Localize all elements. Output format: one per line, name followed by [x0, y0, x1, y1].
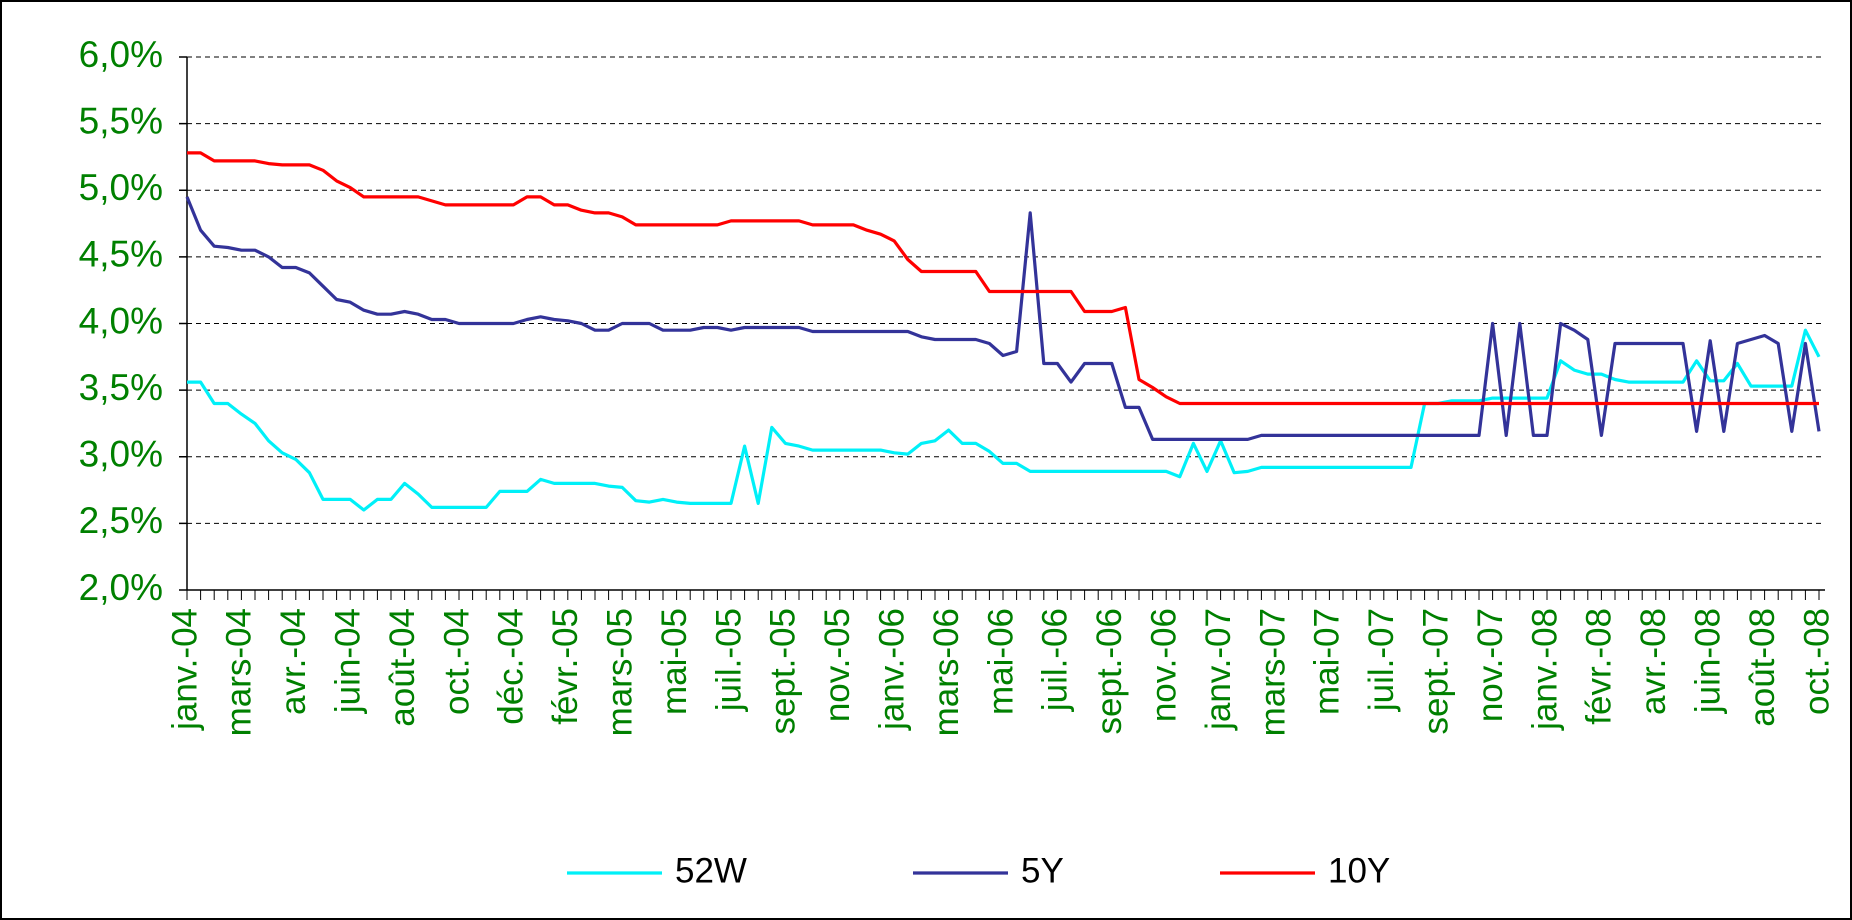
x-tick-label: juin-08: [1688, 608, 1727, 714]
x-tick-label: nov.-05: [818, 608, 857, 722]
x-tick-label: janv.-07: [1199, 608, 1238, 731]
x-tick-label: avr.-08: [1634, 608, 1673, 715]
series-line: [185, 196, 1821, 441]
x-tick-label: janv.-08: [1525, 608, 1564, 731]
x-tick-label: oct.-04: [437, 608, 476, 715]
y-tick-label: 5,0%: [79, 167, 163, 208]
x-tick-label: mars-05: [600, 608, 639, 736]
x-tick-label: mars-04: [220, 608, 259, 736]
x-tick-label: janv.-06: [872, 608, 911, 731]
x-tick-label: juin-04: [328, 608, 367, 714]
x-tick-label: oct.-08: [1797, 608, 1836, 715]
x-tick-label: nov.-06: [1144, 608, 1183, 722]
x-tick-label: mai-06: [981, 608, 1020, 715]
y-tick-label: 5,5%: [79, 100, 163, 141]
x-tick-label: sept.-05: [764, 608, 803, 734]
x-tick-label: nov.-07: [1471, 608, 1510, 722]
x-tick-label: août-04: [383, 608, 422, 727]
x-tick-label: déc.-04: [492, 608, 531, 725]
legend-label: 10Y: [1328, 851, 1390, 890]
y-tick-label: 6,0%: [79, 34, 163, 75]
x-tick-label: juil.-07: [1362, 608, 1401, 712]
x-tick-label: janv.-04: [165, 608, 204, 731]
series-line: [187, 151, 1819, 406]
x-tick-label: sept.-06: [1090, 608, 1129, 734]
x-tick-label: févr.-08: [1580, 608, 1619, 725]
y-tick-label: 3,5%: [79, 367, 163, 408]
y-tick-label: 4,5%: [79, 234, 163, 275]
legend-label: 52W: [675, 851, 747, 890]
x-tick-label: mars-06: [927, 608, 966, 736]
x-tick-label: mai-07: [1308, 608, 1347, 715]
x-tick-label: sept.-07: [1416, 608, 1455, 734]
x-tick-label: févr.-05: [546, 608, 585, 725]
legend-label: 5Y: [1021, 851, 1064, 890]
y-tick-label: 3,0%: [79, 434, 163, 475]
x-tick-label: juil.-05: [709, 608, 748, 712]
series-line: [187, 328, 1821, 512]
y-tick-label: 4,0%: [79, 300, 163, 341]
x-tick-label: août-08: [1743, 608, 1782, 727]
x-tick-label: mai-05: [655, 608, 694, 715]
y-tick-label: 2,5%: [79, 500, 163, 541]
y-tick-label: 2,0%: [79, 567, 163, 608]
x-tick-label: juil.-06: [1036, 608, 1075, 712]
x-tick-label: avr.-04: [274, 608, 313, 715]
x-tick-label: mars-07: [1253, 608, 1292, 736]
